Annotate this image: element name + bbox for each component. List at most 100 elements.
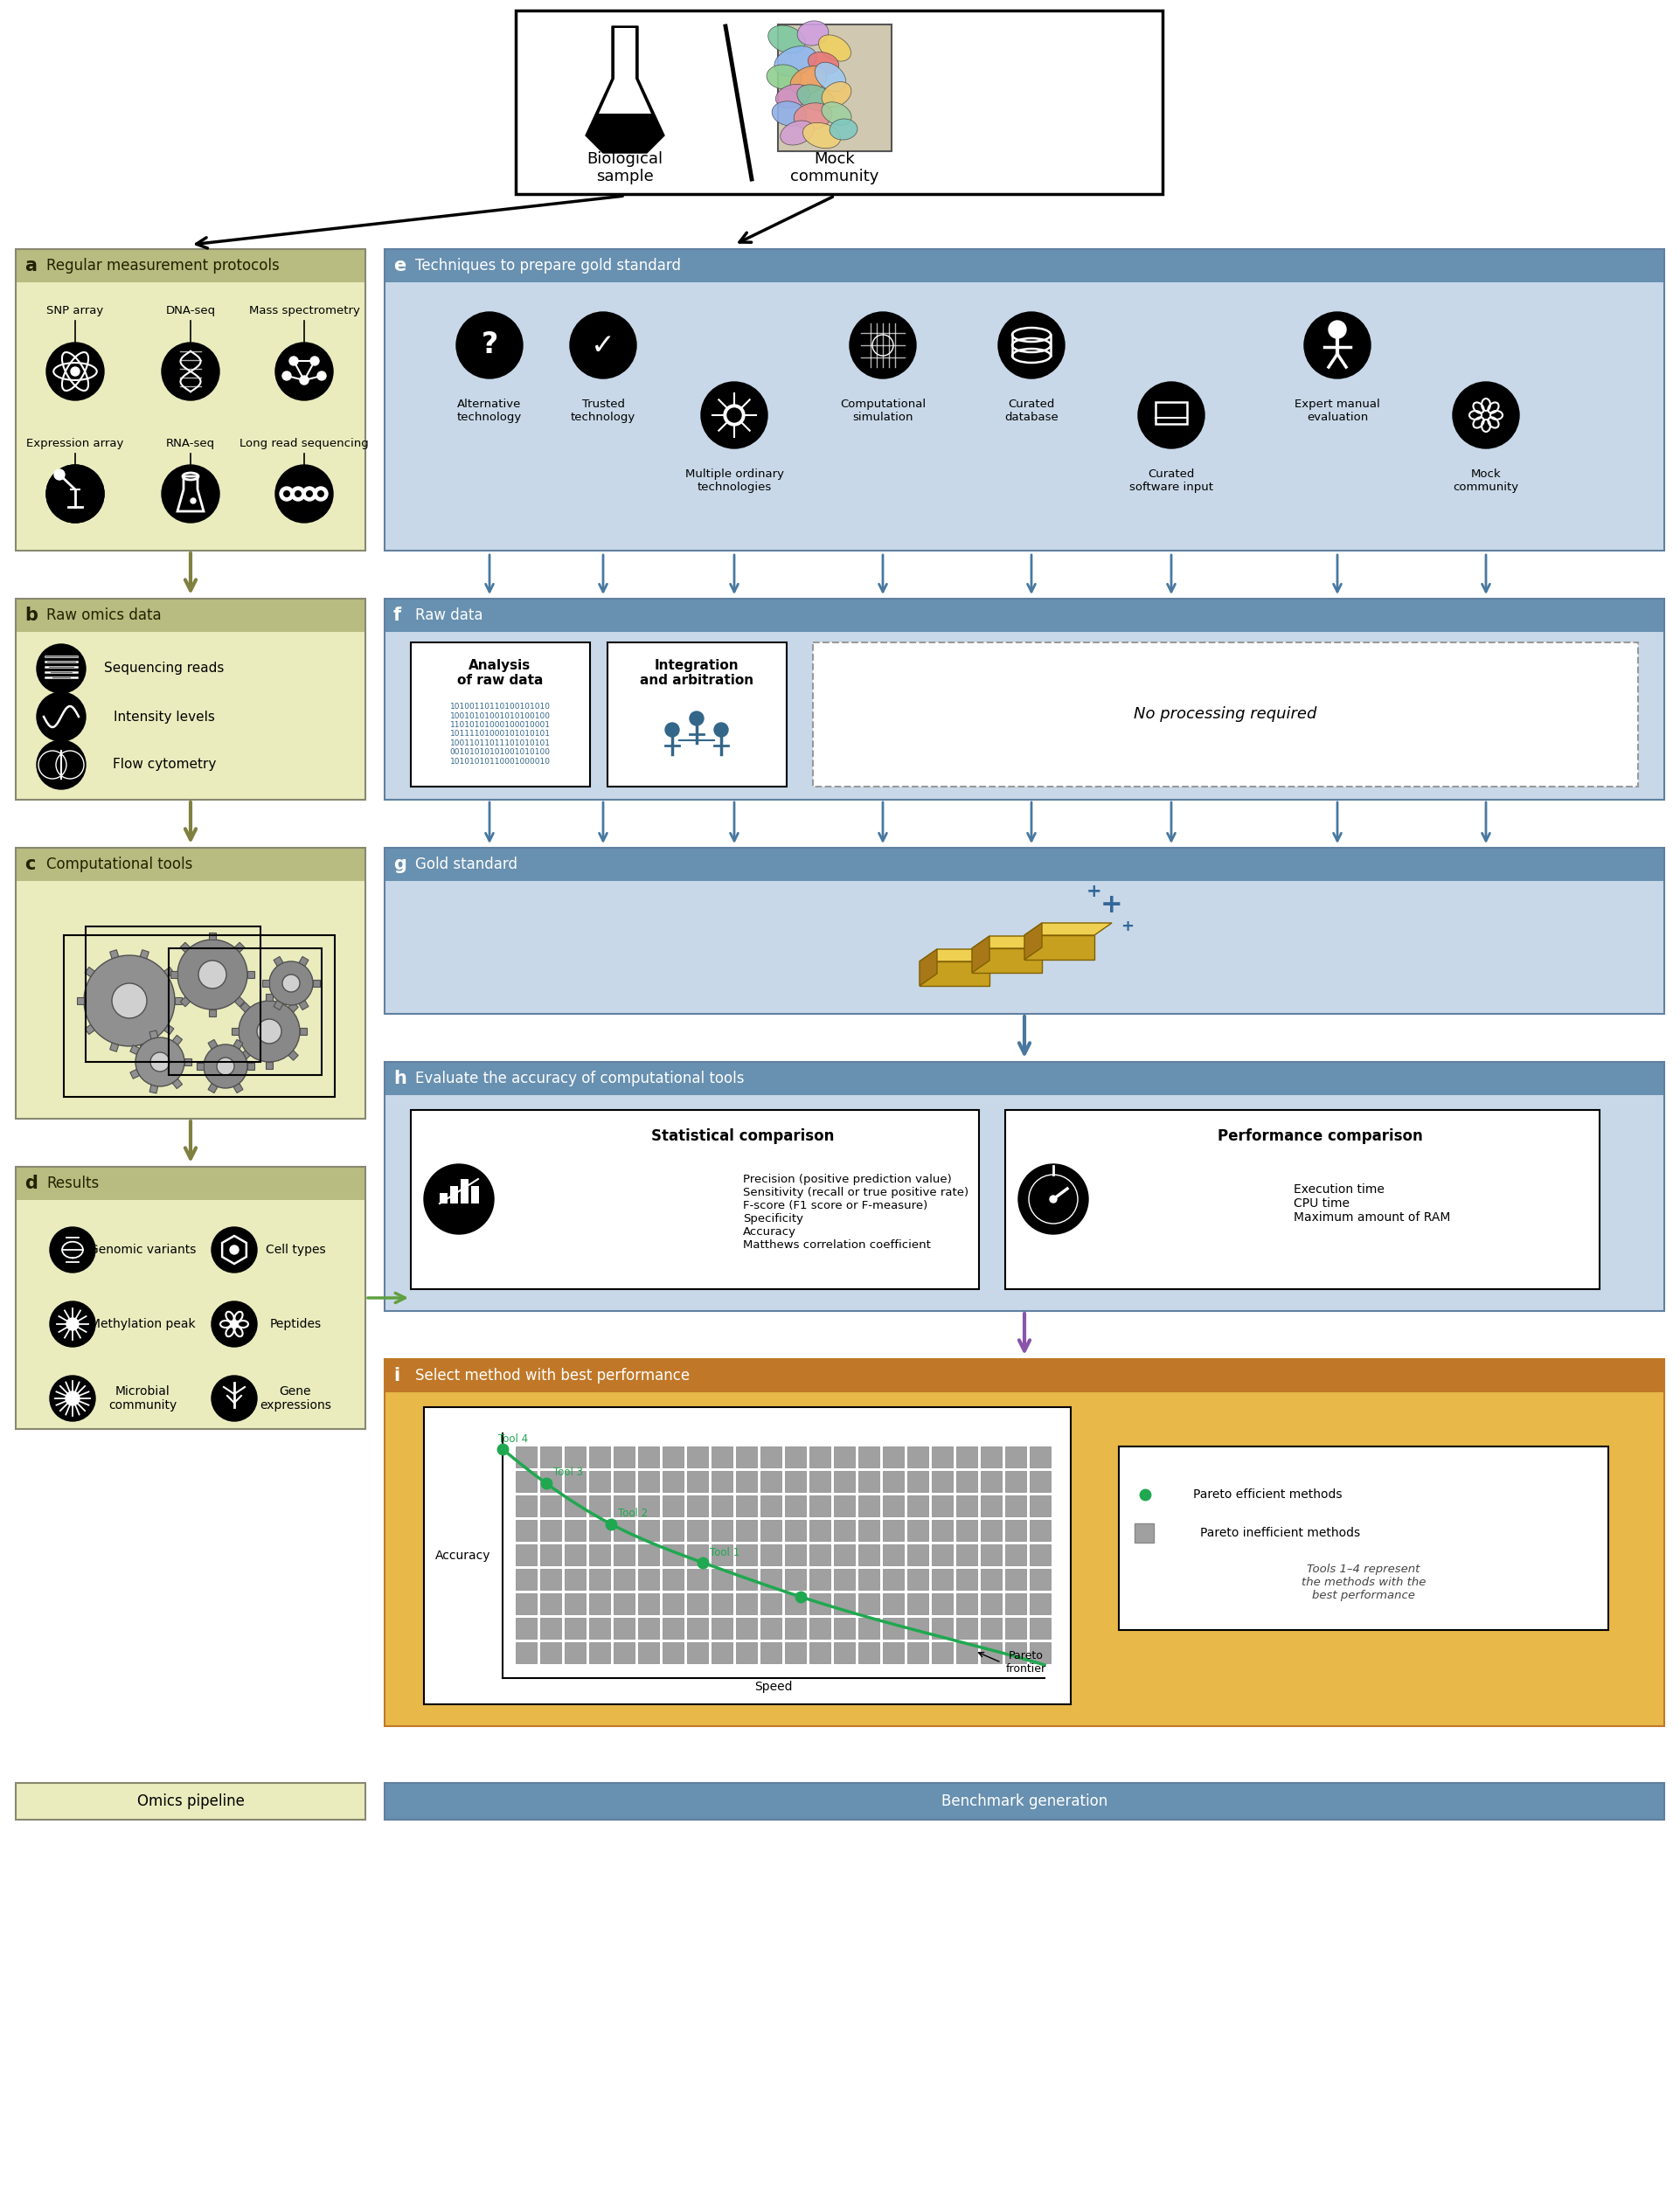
Bar [516,1643,536,1663]
Bar [638,1593,659,1615]
Polygon shape [109,1042,119,1051]
Polygon shape [274,1001,284,1009]
Text: g: g [393,857,407,874]
Bar [15,599,365,631]
Text: f: f [393,607,402,625]
Bar [541,1643,561,1663]
Bar [907,1569,929,1591]
Bar [761,1495,781,1516]
Bar [736,1446,758,1468]
Text: Computational
simulation: Computational simulation [840,398,926,424]
Polygon shape [289,1051,299,1060]
Bar [687,1617,707,1639]
Circle shape [161,343,220,400]
Bar [761,1471,781,1492]
Polygon shape [197,1062,203,1071]
Circle shape [217,1058,234,1075]
Circle shape [1453,382,1519,448]
Polygon shape [234,1040,244,1049]
Circle shape [198,961,227,988]
Text: Integration
and arbitration: Integration and arbitration [640,660,754,686]
Text: h: h [393,1071,407,1088]
Circle shape [1137,382,1205,448]
Polygon shape [274,957,284,966]
Bar [1030,1569,1050,1591]
Bar [1134,1523,1154,1543]
Bar [541,1593,561,1615]
Circle shape [136,1038,185,1086]
Bar [956,1521,978,1540]
Bar [932,1471,953,1492]
Bar [956,1617,978,1639]
Bar [981,1521,1001,1540]
Bar [15,848,365,1119]
Bar [810,1545,830,1564]
Text: No processing required: No processing required [1134,706,1317,721]
Text: ✓: ✓ [591,330,615,361]
Polygon shape [208,1009,217,1016]
Bar [833,1617,855,1639]
Polygon shape [598,79,652,114]
Text: Omics pipeline: Omics pipeline [136,1794,244,1809]
Bar [662,1569,684,1591]
Bar [932,1446,953,1468]
Polygon shape [77,996,84,1005]
Text: Computational tools: Computational tools [47,857,193,872]
Polygon shape [234,1084,244,1092]
Bar [736,1545,758,1564]
Bar [761,1617,781,1639]
Bar [385,249,1665,282]
Text: SNP array: SNP array [47,304,104,317]
Text: Genomic variants: Genomic variants [89,1243,197,1256]
Text: Methylation peak: Methylation peak [89,1318,195,1331]
Bar [638,1643,659,1663]
Bar [516,1521,536,1540]
Polygon shape [240,1003,250,1012]
Polygon shape [150,1086,158,1092]
Bar [1156,402,1188,424]
Bar [778,24,892,151]
Bar [590,1569,610,1591]
Bar [1005,1521,1026,1540]
Text: Precision (positive prediction value)
Sensitivity (recall or true positive rate): Precision (positive prediction value) Se… [743,1173,969,1250]
Bar [613,1495,635,1516]
Bar [882,1521,904,1540]
Polygon shape [919,961,990,985]
Polygon shape [170,970,178,979]
Ellipse shape [822,81,852,107]
Polygon shape [1025,935,1094,959]
Polygon shape [173,1079,183,1088]
Bar [516,1569,536,1591]
Bar [590,1446,610,1468]
Circle shape [212,1302,257,1346]
Circle shape [314,487,328,500]
Bar [810,1643,830,1663]
Bar [712,1471,732,1492]
Bar [385,599,1665,800]
Bar [785,1446,806,1468]
Bar [761,1446,781,1468]
Circle shape [665,723,679,736]
Polygon shape [109,950,119,959]
Bar [412,1110,979,1289]
Bar [385,1062,1665,1311]
Polygon shape [973,948,1042,972]
Bar [590,1521,610,1540]
Bar [1030,1545,1050,1564]
Bar [423,1407,1070,1704]
Text: Microbial
community: Microbial community [108,1385,176,1412]
Bar [833,1593,855,1615]
Bar [15,599,365,800]
Polygon shape [1025,922,1112,935]
Bar [168,948,321,1075]
Ellipse shape [766,66,801,90]
Bar [687,1471,707,1492]
Bar [907,1446,929,1468]
Text: Analysis
of raw data: Analysis of raw data [457,660,543,686]
Text: Mock
community: Mock community [791,151,879,186]
Bar [613,1471,635,1492]
Bar [385,1359,1665,1392]
Polygon shape [173,1036,183,1044]
Bar [564,1446,586,1468]
Bar [662,1643,684,1663]
